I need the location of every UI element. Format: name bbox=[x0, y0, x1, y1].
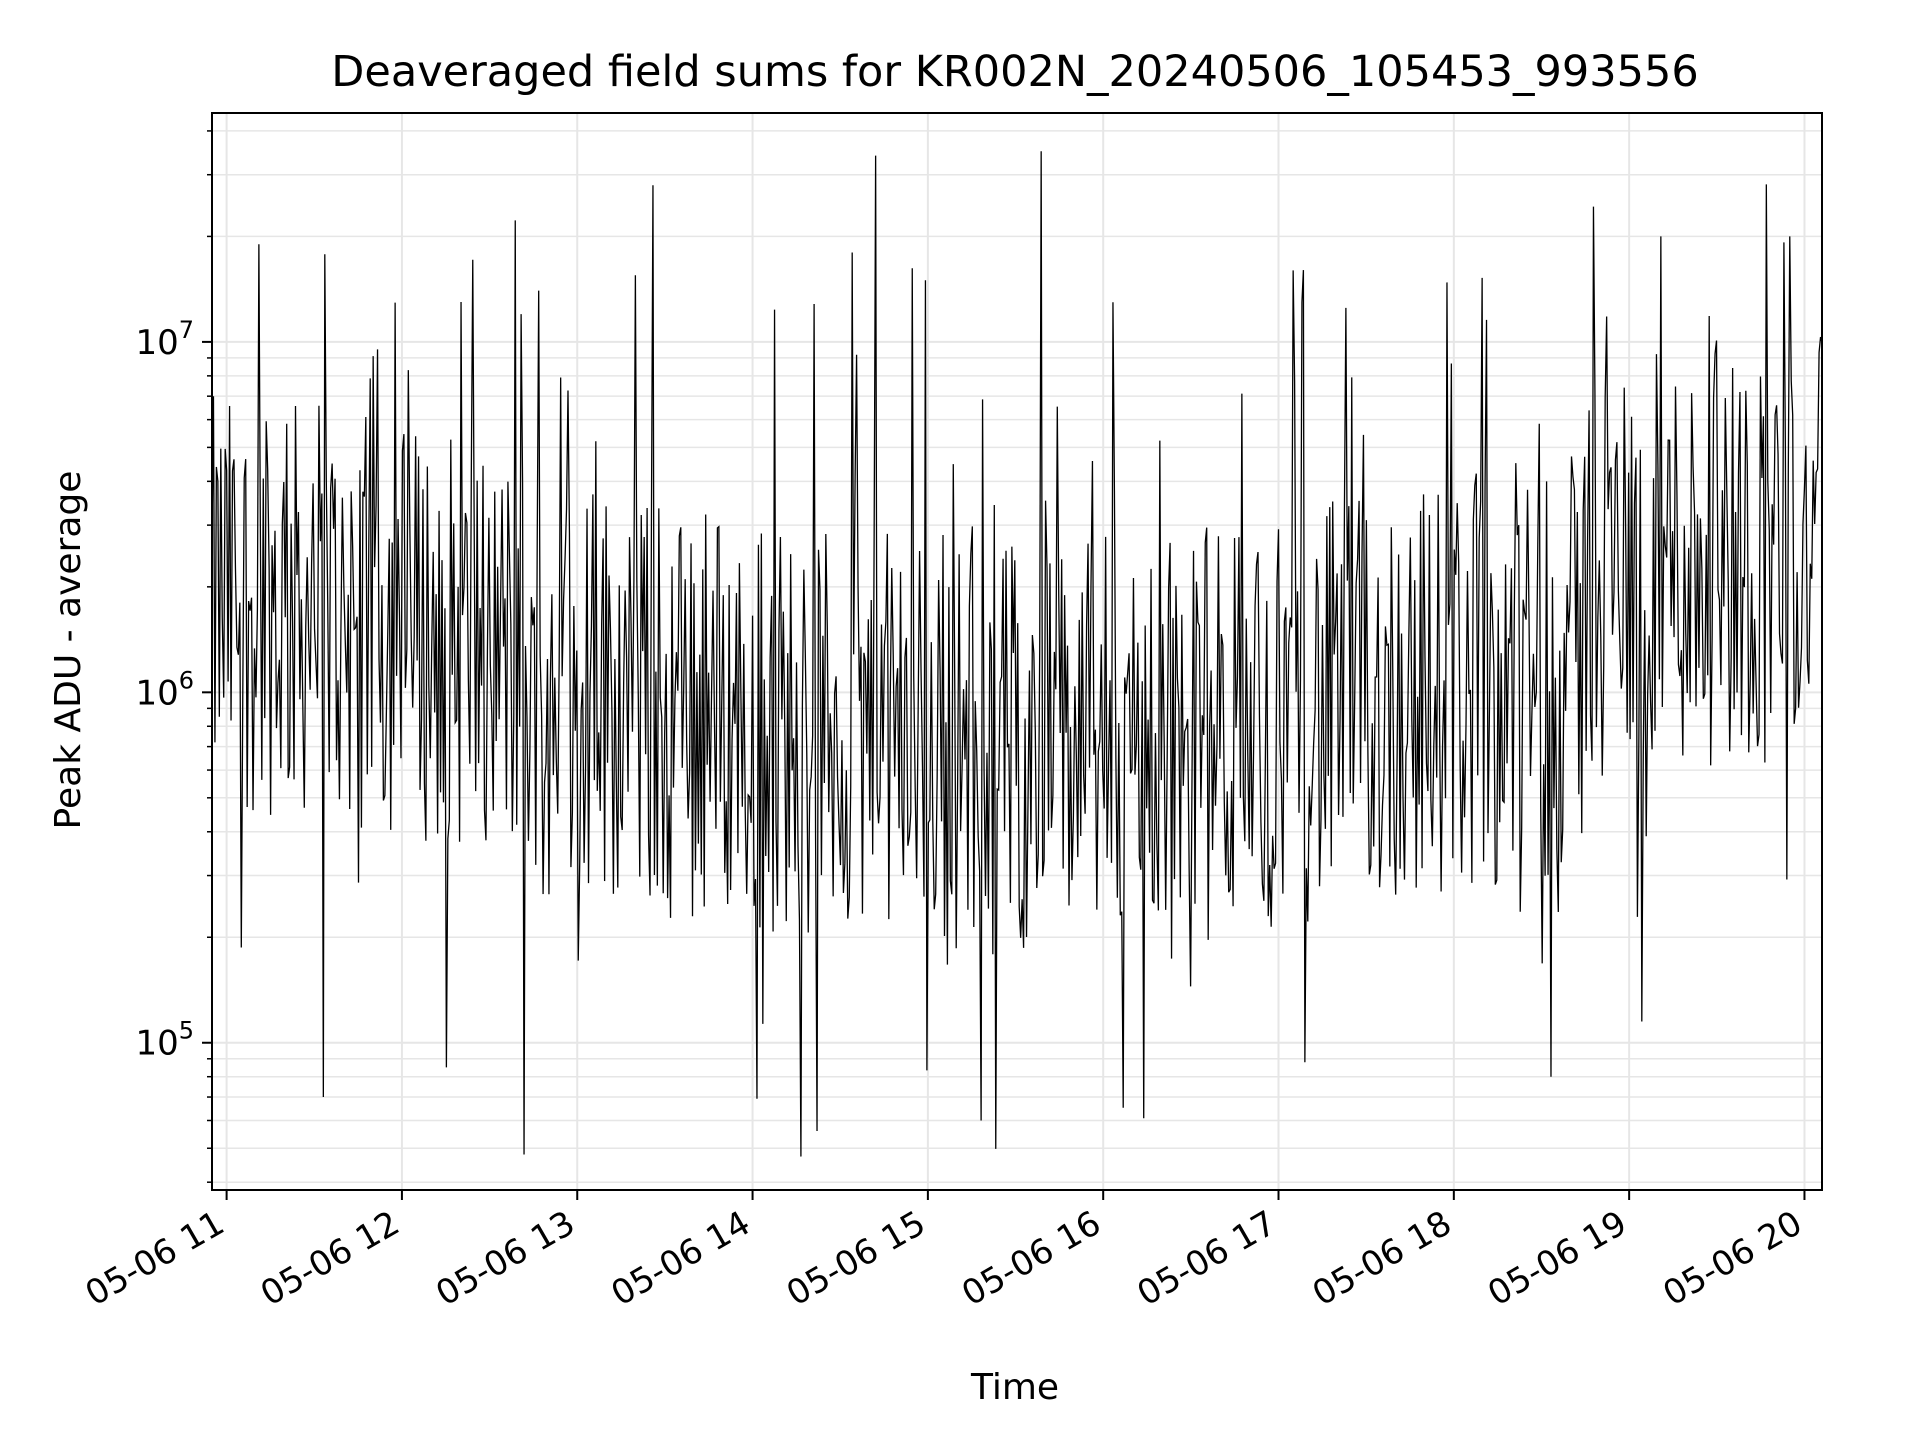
y-axis-label: Peak ADU - average bbox=[48, 471, 89, 830]
chart-title: Deaveraged field sums for KR002N_2024050… bbox=[331, 47, 1698, 97]
y-tick-label: 106 bbox=[135, 666, 194, 713]
y-tick-label: 105 bbox=[135, 1017, 194, 1064]
series-line bbox=[212, 151, 1822, 1157]
x-axis-label: Time bbox=[970, 1367, 1059, 1408]
plot-frame bbox=[211, 112, 1823, 1191]
data-series bbox=[212, 151, 1822, 1157]
y-tick-label: 107 bbox=[135, 316, 194, 363]
